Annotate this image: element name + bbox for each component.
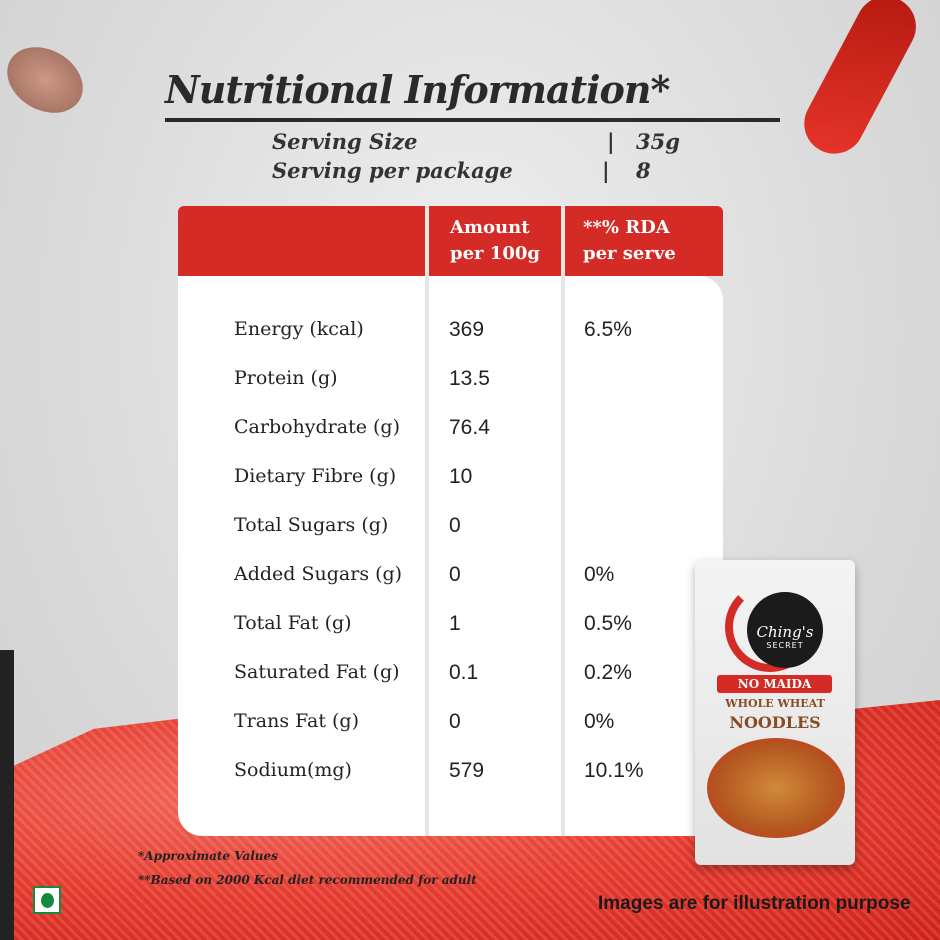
table-header: Amount per 100g **% RDA per serve [178,206,723,276]
header-amount-line1: Amount [450,217,530,238]
amount-value: 0 [449,514,461,537]
column-divider [425,206,429,836]
amount-value: 1 [449,612,461,635]
separator: | [602,158,610,183]
footnote-approximate: *Approximate Values [138,849,278,863]
amount-value: 0.1 [449,661,479,684]
rda-value: 6.5% [584,318,632,341]
serving-per-package-row: Serving per package | 8 [272,158,692,186]
rda-value: 0.2% [584,661,632,684]
table-row: Energy (kcal) 369 6.5% [178,318,723,358]
amount-value: 0 [449,563,461,586]
table-body [178,276,723,836]
amount-value: 579 [449,759,485,782]
rda-value: 0.5% [584,612,632,635]
veg-mark-icon [33,886,61,914]
rda-value: 0% [584,563,615,586]
separator: | [607,129,615,154]
brand-logo: Ching's SECRET [747,592,823,668]
table-row: Total Fat (g) 1 0.5% [178,612,723,652]
header-amount-line2: per 100g [450,243,540,264]
nutrient-name: Total Sugars (g) [234,514,389,536]
table-row: Saturated Fat (g) 0.1 0.2% [178,661,723,701]
table-row: Dietary Fibre (g) 10 [178,465,723,505]
column-divider [561,206,565,836]
header-rda-line2: per serve [583,243,676,264]
serving-size-value: 35g [636,129,680,154]
brush-ring [725,582,815,672]
nutrient-name: Energy (kcal) [234,318,364,340]
brand-name: Ching's [756,623,814,641]
amount-value: 10 [449,465,473,488]
nutrient-name: Dietary Fibre (g) [234,465,397,487]
table-row: Total Sugars (g) 0 [178,514,723,554]
table-row: Protein (g) 13.5 [178,367,723,407]
nutrient-name: Saturated Fat (g) [234,661,400,683]
product-line2: NOODLES [729,713,821,732]
disclaimer: Images are for illustration purpose [598,893,911,914]
table-row: Carbohydrate (g) 76.4 [178,416,723,456]
page-title: Nutritional Information* [165,62,780,122]
nutrient-name: Carbohydrate (g) [234,416,400,438]
amount-value: 13.5 [449,367,490,390]
serving-per-package-label: Serving per package [272,158,513,183]
table-row: Added Sugars (g) 0 0% [178,563,723,603]
brand-subtitle: SECRET [766,641,804,650]
serving-size-row: Serving Size | 35g [272,129,692,157]
nutrient-name: Trans Fat (g) [234,710,359,732]
rda-value: 10.1% [584,759,644,782]
nutrient-name: Protein (g) [234,367,338,389]
shallot-image [0,34,95,126]
dark-edge [0,650,14,940]
product-package-image: Ching's SECRET NO MAIDA WHOLE WHEAT NOOD… [695,560,855,865]
no-maida-badge: NO MAIDA [717,675,832,693]
serving-per-package-value: 8 [636,158,651,183]
header-amount: Amount per 100g [450,215,540,267]
header-rda: **% RDA per serve [583,215,676,267]
serving-size-label: Serving Size [272,129,418,154]
product-line1: WHOLE WHEAT [725,697,825,710]
amount-value: 0 [449,710,461,733]
header-rda-line1: **% RDA [583,217,670,238]
table-row: Trans Fat (g) 0 0% [178,710,723,750]
nutrient-name: Added Sugars (g) [234,563,403,585]
amount-value: 76.4 [449,416,490,439]
nutrient-name: Sodium(mg) [234,759,352,781]
footnote-rda: **Based on 2000 Kcal diet recommended fo… [138,873,477,887]
table-row: Sodium(mg) 579 10.1% [178,759,723,799]
nutrient-name: Total Fat (g) [234,612,352,634]
red-chili-image [793,0,927,165]
nutrition-table: Amount per 100g **% RDA per serve Energy… [178,206,723,836]
rda-value: 0% [584,710,615,733]
amount-value: 369 [449,318,485,341]
noodle-plate-image [707,738,845,838]
